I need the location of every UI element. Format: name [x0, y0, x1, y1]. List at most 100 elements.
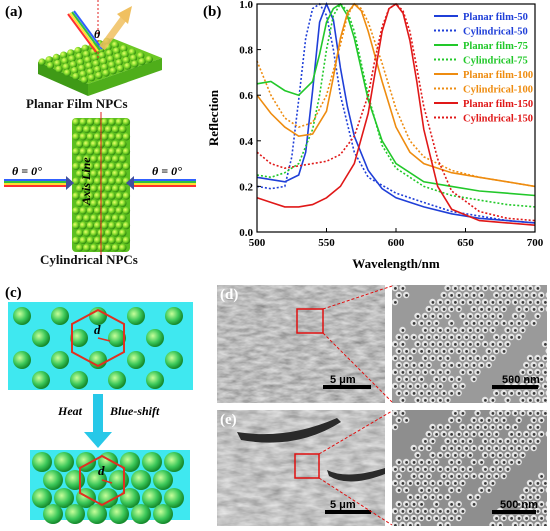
sem-pore: [435, 461, 438, 464]
panel-a-label: (a): [5, 4, 23, 20]
sem-pore: [454, 440, 457, 443]
sem-pore: [517, 517, 521, 520]
sem-pore: [461, 329, 465, 332]
sem-pore: [514, 315, 517, 318]
planar-sphere: [124, 62, 132, 70]
d-label-top: d: [94, 322, 101, 337]
sem-pore: [532, 419, 536, 422]
sem-sphere: [545, 376, 547, 382]
sem-pore: [454, 510, 457, 513]
cylinder-sphere: [79, 236, 87, 245]
cylinder-sphere: [104, 125, 113, 134]
sem-pore: [409, 496, 412, 499]
sem-pore: [536, 440, 540, 443]
sem-pore: [499, 343, 502, 346]
sem-pore: [394, 482, 397, 485]
sem-pore: [397, 294, 401, 297]
sem-pore: [442, 294, 446, 297]
sem-pore: [416, 496, 420, 499]
sem-pore: [401, 357, 405, 360]
cylinder-sphere: [86, 221, 95, 230]
sem-pore: [450, 419, 453, 422]
sem-pore: [412, 475, 416, 478]
lattice-sphere: [87, 470, 107, 490]
lattice-diagram: [8, 302, 193, 524]
sem-pore: [446, 301, 450, 304]
sem-pore: [491, 357, 495, 360]
sem-pore: [427, 322, 431, 325]
sem-pore: [439, 496, 442, 499]
sem-pore: [495, 322, 498, 325]
sem-pore: [525, 308, 528, 311]
sem-pore: [487, 489, 491, 492]
lattice-sphere: [87, 504, 107, 524]
sem-pore: [465, 433, 468, 436]
cylinder-sphere: [72, 147, 80, 156]
sem-pore: [517, 433, 521, 436]
sem-pore: [487, 308, 491, 311]
lattice-sphere: [51, 307, 69, 325]
cylinder-sphere: [108, 147, 116, 156]
sem-pore: [446, 399, 450, 402]
lattice-sphere: [165, 351, 183, 369]
sem-pore: [412, 322, 416, 325]
sem-pore: [472, 503, 476, 506]
sem-pore: [442, 433, 446, 436]
sem-pore: [536, 371, 540, 374]
cylinder-sphere: [119, 125, 127, 134]
sem-pore: [480, 475, 483, 478]
theta-label-top: θ: [94, 27, 101, 41]
sem-pore: [420, 517, 423, 520]
sem-pore: [536, 287, 540, 290]
sem-pore: [424, 329, 427, 332]
sem-pore: [502, 447, 506, 450]
sem-pore: [469, 426, 472, 429]
sem-pore: [401, 482, 405, 485]
cylinder-sphere: [104, 229, 113, 237]
cylinder-sphere: [111, 214, 120, 222]
planar-sphere: [94, 65, 102, 74]
sem-pore: [510, 392, 513, 395]
planar-sphere: [81, 44, 89, 52]
planar-sphere: [84, 56, 92, 64]
sem-pore: [510, 447, 513, 450]
sem-pore: [506, 343, 510, 346]
sem-pore: [397, 503, 401, 506]
cylinder-sphere: [101, 133, 109, 141]
cylinder-sphere: [122, 162, 131, 171]
sem-e-zoom: [392, 410, 547, 526]
sem-pore: [491, 440, 495, 443]
cylinder-sphere: [119, 244, 127, 252]
sem-pore: [427, 308, 431, 311]
sem-pore: [405, 378, 408, 381]
sem-pore: [544, 357, 547, 360]
sem-pore: [484, 440, 487, 443]
lattice-sphere: [164, 488, 184, 508]
sem-pore: [442, 350, 446, 353]
sem-pore: [457, 503, 461, 506]
sem-pore: [397, 392, 401, 395]
sem-pore: [424, 315, 427, 318]
lattice-sphere: [32, 371, 50, 389]
sem-pore: [484, 399, 487, 402]
sem-pore: [431, 482, 435, 485]
planar-sphere: [138, 58, 146, 66]
sem-pore: [536, 496, 540, 499]
lattice-sphere: [153, 470, 173, 490]
sem-pore: [476, 371, 480, 374]
lattice-sphere: [70, 329, 88, 347]
sem-pore: [394, 343, 397, 346]
cylinder-sphere: [111, 229, 120, 237]
sem-pore: [401, 412, 405, 415]
planar-sphere: [79, 70, 87, 78]
sem-pore: [424, 496, 427, 499]
lattice-sphere: [108, 329, 126, 347]
sem-pore: [431, 371, 435, 374]
sem-pore: [405, 392, 408, 395]
planar-sphere: [82, 50, 91, 58]
sem-pore: [439, 343, 442, 346]
sem-pore: [472, 433, 476, 436]
series-line-6: [256, 2, 536, 226]
sem-pore: [536, 482, 540, 485]
lattice-sphere: [142, 488, 162, 508]
